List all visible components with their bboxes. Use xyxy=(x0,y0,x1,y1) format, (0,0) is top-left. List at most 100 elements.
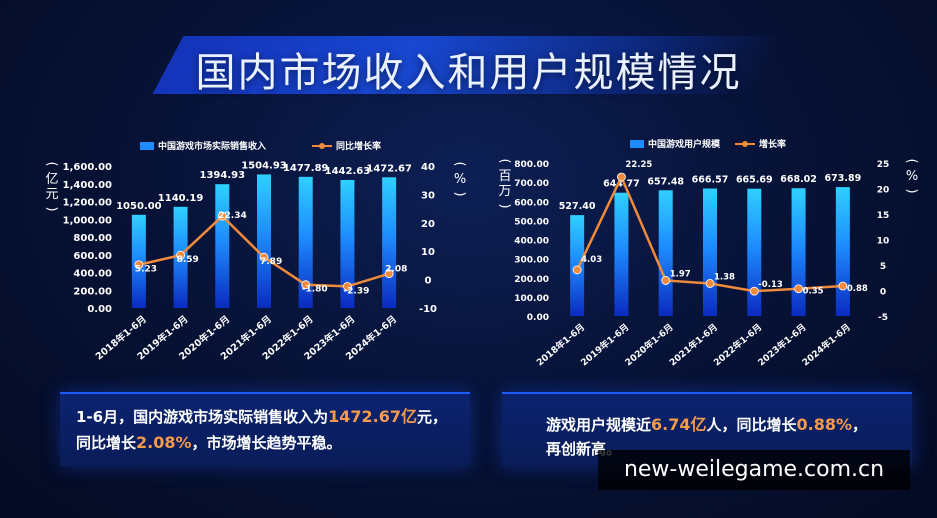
growth-point xyxy=(572,265,582,275)
growth-value-label: 1.97 xyxy=(670,269,691,279)
growth-point xyxy=(705,279,715,288)
bar-value-label: 1394.93 xyxy=(200,170,246,181)
legend-bar-label: 中国游戏用户规模 xyxy=(648,138,721,150)
y2-tick-label: 0 xyxy=(425,276,432,287)
growth-value-label: -2.39 xyxy=(343,286,369,296)
y-tick-label: 100.00 xyxy=(514,294,549,304)
y-tick-label: 1,200.00 xyxy=(63,198,112,209)
growth-point xyxy=(661,276,671,285)
y-tick-label: 1,000.00 xyxy=(63,215,112,226)
y-axis-unit: 元 xyxy=(45,187,58,202)
user-growth-highlight: 0.88% xyxy=(796,415,853,434)
y2-tick-label: 15 xyxy=(877,211,890,221)
growth-value-label: 5.23 xyxy=(135,265,157,275)
legend-bar-swatch xyxy=(140,142,154,150)
y-tick-label: 0.00 xyxy=(87,304,112,315)
y2-tick-label: 20 xyxy=(421,219,435,230)
y2-tick-label: 30 xyxy=(421,190,435,201)
y2-axis-unit: % xyxy=(906,169,918,184)
bar-value-label: 666.57 xyxy=(692,175,729,186)
bar xyxy=(747,188,762,316)
y2-tick-label: 25 xyxy=(877,160,890,170)
y2-axis-unit: ( xyxy=(904,158,919,163)
y-tick-label: 400.00 xyxy=(73,269,112,280)
legend-bar-label: 中国游戏市场实际销售收入 xyxy=(158,140,266,152)
y2-axis-unit: ) xyxy=(452,191,467,196)
revenue-growth-highlight: 2.08% xyxy=(136,433,192,452)
growth-value-label: 1.38 xyxy=(714,272,735,282)
y2-axis-unit: % xyxy=(454,172,466,187)
revenue-summary-panel: 1-6月，国内游戏市场实际销售收入为1472.67亿元， 同比增长2.08%，市… xyxy=(60,392,470,466)
legend-bar-swatch xyxy=(630,140,644,148)
bar-value-label: 527.40 xyxy=(559,201,596,212)
y-tick-label: 800.00 xyxy=(514,160,549,170)
y2-tick-label: 5 xyxy=(880,262,886,272)
y2-tick-label: -10 xyxy=(419,304,437,315)
bar-value-label: 665.69 xyxy=(736,175,773,186)
growth-point xyxy=(838,281,848,291)
bar-value-label: 657.48 xyxy=(647,176,684,187)
bar xyxy=(298,176,313,308)
y-axis-unit: 亿 xyxy=(45,172,58,187)
growth-value-label: 2.08 xyxy=(385,265,407,275)
y-axis-unit: ) xyxy=(44,206,59,211)
y-tick-label: 300.00 xyxy=(514,256,549,266)
bar xyxy=(658,190,673,316)
bar xyxy=(340,179,355,308)
y2-axis-unit: ) xyxy=(904,188,919,193)
legend-line-marker xyxy=(319,143,325,149)
y2-tick-label: 40 xyxy=(421,162,435,173)
user-scale-highlight: 6.74亿 xyxy=(651,415,707,434)
bar-value-label: 1050.00 xyxy=(116,201,162,212)
legend-line-label: 同比增长率 xyxy=(336,140,381,152)
revenue-highlight: 1472.67亿 xyxy=(328,407,417,426)
y-tick-label: 600.00 xyxy=(73,251,112,262)
bar-value-label: 1140.19 xyxy=(158,193,204,204)
y2-tick-label: 10 xyxy=(877,237,890,247)
y2-tick-label: -5 xyxy=(878,313,888,323)
y2-tick-label: 10 xyxy=(421,247,435,258)
growth-value-label: 8.59 xyxy=(177,255,199,265)
y-axis-unit: ) xyxy=(497,203,512,208)
growth-value-label: 22.34 xyxy=(218,211,246,221)
growth-value-label: 4.03 xyxy=(581,255,602,265)
growth-point xyxy=(134,260,144,270)
y-tick-label: 200.00 xyxy=(514,275,549,285)
growth-value-label: -0.13 xyxy=(758,280,783,290)
growth-point xyxy=(749,286,759,296)
y-axis-unit: ( xyxy=(497,158,512,163)
y2-tick-label: 0 xyxy=(880,288,886,298)
growth-value-label: 7.89 xyxy=(260,257,282,267)
y2-axis-unit: ( xyxy=(452,161,467,166)
legend-line-marker xyxy=(742,141,748,147)
bar xyxy=(257,174,271,308)
bar xyxy=(703,188,717,316)
y-tick-label: 600.00 xyxy=(514,198,549,208)
growth-point xyxy=(217,211,227,221)
growth-value-label: 0.88 xyxy=(847,284,868,294)
revenue-summary-line1: 1-6月，国内游戏市场实际销售收入为1472.67亿元， xyxy=(76,407,448,426)
growth-value-label: -1.80 xyxy=(302,285,328,295)
growth-point xyxy=(794,284,803,294)
y-tick-label: 1,400.00 xyxy=(63,180,112,191)
bar-value-label: 668.02 xyxy=(780,174,817,185)
growth-point xyxy=(259,252,269,262)
growth-value-label: 0.35 xyxy=(803,287,824,297)
bar-value-label: 1442.63 xyxy=(325,166,371,177)
y-tick-label: 0.00 xyxy=(527,313,549,323)
growth-point xyxy=(343,281,352,291)
bar xyxy=(791,188,806,316)
growth-point xyxy=(301,280,311,290)
growth-value-label: 22.25 xyxy=(625,160,652,170)
y-tick-label: 700.00 xyxy=(514,179,549,189)
y-tick-label: 400.00 xyxy=(514,237,549,247)
growth-point xyxy=(384,269,394,279)
y-axis-unit: 万 xyxy=(498,184,511,199)
y-tick-label: 200.00 xyxy=(73,286,112,297)
category-label: 2024年1-6月 xyxy=(800,321,853,368)
bar-value-label: 1472.67 xyxy=(366,163,412,174)
bar-value-label: 1477.89 xyxy=(283,163,329,174)
